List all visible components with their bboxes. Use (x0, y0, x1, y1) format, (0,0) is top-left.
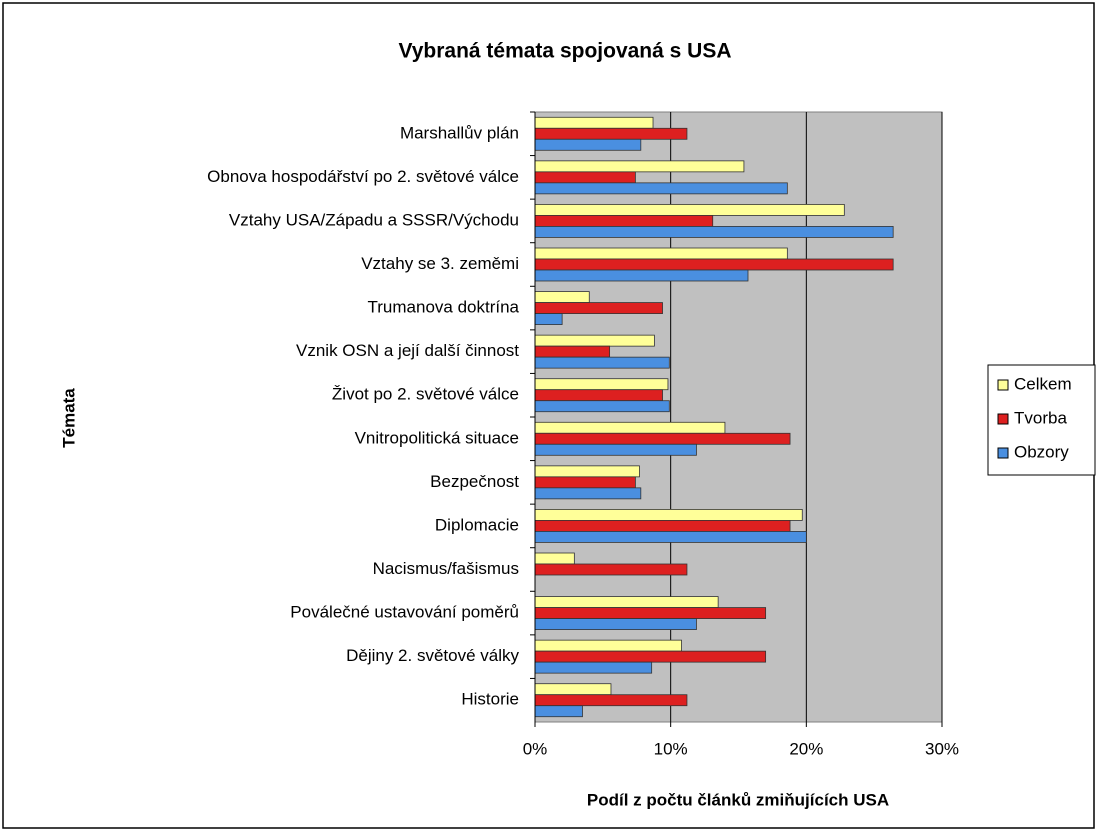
y-tick-label: Vztahy USA/Západu a SSSR/Východu (229, 210, 519, 229)
legend-swatch (997, 413, 1009, 425)
bar (534, 432, 791, 445)
bar (534, 269, 749, 282)
bar (534, 596, 719, 608)
legend-label: Obzory (1014, 442, 1069, 461)
y-tick-label: Vznik OSN a její další činnost (296, 341, 519, 360)
y-tick-label: Bezpečnost (430, 472, 519, 491)
bar (534, 389, 663, 402)
bar (534, 226, 894, 238)
legend-swatch (997, 447, 1009, 459)
bar (534, 476, 636, 489)
bar (534, 650, 767, 663)
y-tick-label: Život po 2. světové válce (332, 385, 519, 404)
bar (534, 204, 845, 216)
bar (534, 302, 663, 314)
bar (534, 520, 791, 532)
legend-label: Tvorba (1014, 408, 1067, 427)
x-tick-label: 20% (789, 739, 823, 758)
bar (534, 531, 807, 543)
chart-title: Vybraná témata spojovaná s USA (398, 40, 731, 63)
y-tick-label: Diplomacie (435, 515, 519, 534)
bar (534, 694, 688, 707)
bar (534, 138, 642, 151)
legend-swatch (997, 379, 1009, 391)
bar (534, 247, 788, 260)
bar (534, 127, 688, 140)
bar (534, 116, 654, 129)
bar (534, 291, 590, 303)
x-tick-label: 10% (654, 739, 688, 758)
bar (534, 705, 583, 718)
bar (534, 563, 688, 576)
bar (534, 171, 636, 184)
bar (534, 509, 803, 521)
y-tick-label: Trumanova doktrína (368, 298, 520, 317)
bar (534, 400, 670, 413)
y-tick-label: Marshallův plán (400, 123, 519, 142)
y-axis-title: Témata (59, 388, 78, 448)
bar (534, 618, 697, 630)
bar (534, 443, 697, 456)
bar (534, 313, 563, 325)
y-tick-label: Nacismus/fašismus (373, 559, 519, 578)
bar (534, 465, 640, 478)
bar (534, 345, 611, 358)
legend-label: Celkem (1014, 374, 1072, 393)
plot-area (534, 111, 943, 723)
y-tick-label: Historie (461, 690, 519, 709)
bar (534, 683, 612, 696)
bar (534, 378, 669, 391)
bar (534, 182, 788, 195)
bar (534, 487, 642, 500)
bar (534, 258, 894, 271)
bar (534, 552, 575, 565)
bar (534, 160, 745, 173)
y-tick-label: Poválečné ustavování poměrů (290, 603, 519, 622)
bar (534, 607, 767, 619)
x-tick-label: 0% (523, 739, 548, 758)
bar (534, 661, 653, 674)
bar (534, 334, 655, 347)
y-tick-label: Obnova hospodářství po 2. světové válce (207, 167, 519, 186)
bar (534, 356, 670, 369)
x-tick-label: 30% (925, 739, 959, 758)
y-tick-label: Vnitropolitická situace (355, 428, 519, 447)
bar (534, 421, 726, 434)
bar (534, 215, 714, 227)
y-tick-label: Vztahy se 3. zeměmi (361, 254, 519, 273)
bar (534, 639, 682, 652)
y-tick-label: Dějiny 2. světové války (346, 646, 519, 665)
x-axis-title: Podíl z počtu článků zmiňujících USA (587, 790, 889, 809)
